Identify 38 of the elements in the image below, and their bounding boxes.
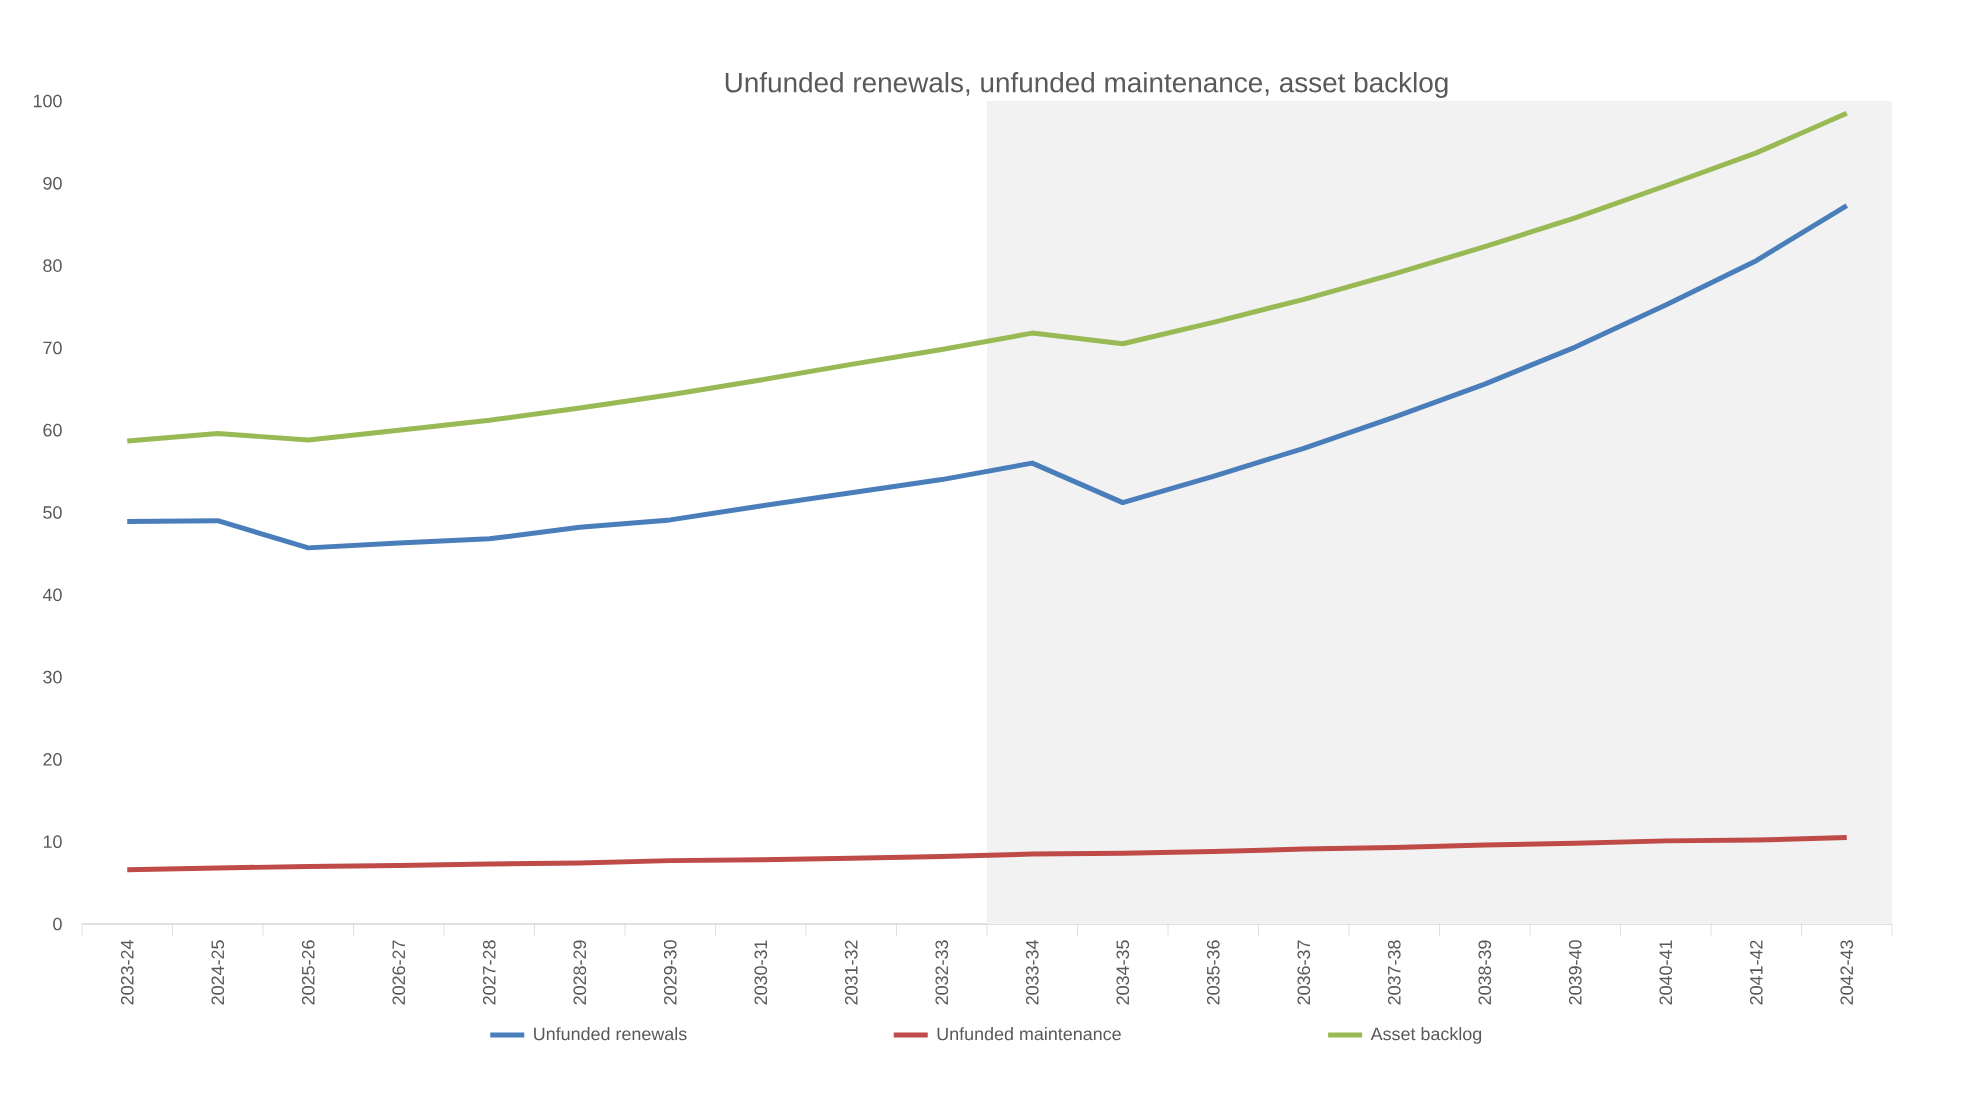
y-tick-label: 70 [43,341,62,355]
x-tick-label: 2036-37 [1297,940,1311,1005]
x-tick-label: 2033-34 [1025,940,1039,1005]
line-series [124,203,1850,551]
y-tick-label: 10 [43,835,62,849]
line-series [124,835,1850,873]
y-tick-label: 100 [33,94,62,108]
x-tick-label: 2038-39 [1478,940,1492,1005]
chart-title: Unfunded renewals, unfunded maintenance, asset backlog [725,71,1448,98]
x-tick-label: 2032-33 [935,940,949,1005]
x-tick-label: 2029-30 [663,940,677,1005]
y-tick-label: 50 [43,506,62,519]
legend-label: Unfunded maintenance [937,1027,1121,1041]
x-tick-label: 2024-25 [211,940,225,1005]
x-tick-label: 2028-29 [573,940,587,1005]
x-tick-label: 2023-24 [120,940,134,1005]
x-tick-label: 2034-35 [1116,940,1130,1005]
x-tick-label: 2027-28 [482,940,496,1005]
x-tick-label: 2039-40 [1568,940,1582,1005]
y-tick-label: 30 [43,670,62,684]
x-tick-label: 2026-27 [392,940,406,1005]
legend-label: Asset backlog [1370,1027,1482,1044]
x-tick-label: 2035-36 [1206,940,1220,1005]
y-tick-label: 60 [43,423,62,437]
x-tick-label: 2037-38 [1387,940,1401,1005]
y-tick-label: 0 [53,917,62,931]
x-tick-label: 2041-42 [1749,940,1763,1005]
y-tick-label: 20 [43,753,62,766]
y-tick-label: 40 [42,588,62,602]
x-tick-label: 2040-41 [1659,940,1673,1005]
y-tick-label: 90 [43,176,62,190]
y-tick-label: 80 [43,259,62,272]
x-tick-label: 2031-32 [844,940,858,1005]
line-series [124,110,1850,444]
x-tick-label: 2042-43 [1840,940,1854,1005]
x-tick-label: 2025-26 [301,940,315,1005]
legend-label: Unfunded renewals [534,1027,687,1041]
x-tick-label: 2030-31 [754,940,768,1005]
